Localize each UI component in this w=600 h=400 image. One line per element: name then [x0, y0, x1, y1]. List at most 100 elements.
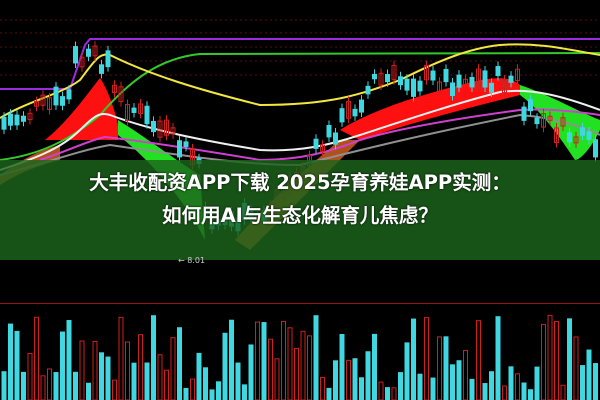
volume-bar	[131, 362, 137, 400]
volume-bar	[450, 364, 455, 400]
candle-body	[339, 108, 345, 123]
volume-bar	[586, 349, 592, 400]
volume-bar	[34, 316, 39, 400]
candle-body	[541, 113, 546, 128]
candle-body	[456, 74, 462, 88]
candle-body	[151, 120, 156, 133]
candle-body	[469, 77, 475, 88]
volume-bar	[274, 358, 280, 400]
volume-bar	[469, 378, 475, 400]
volume-bar	[294, 347, 299, 400]
volume-bar	[183, 387, 189, 400]
candle-body	[60, 96, 65, 106]
candle-body	[534, 117, 540, 125]
candle-body	[131, 107, 137, 113]
volume-bar	[125, 341, 130, 400]
candle-body	[47, 97, 52, 110]
candle-body	[567, 132, 572, 143]
headline-banner	[0, 160, 600, 260]
candle-body	[326, 125, 332, 138]
candle-body	[157, 120, 163, 138]
candle-body	[502, 79, 507, 94]
volume-bar	[456, 360, 462, 400]
volume-bar	[27, 352, 33, 400]
candle-body	[73, 46, 78, 64]
low-price-label: ← 8.01	[178, 256, 206, 265]
candle-body	[8, 113, 13, 126]
candle-body	[40, 94, 46, 106]
volume-bar	[560, 384, 566, 400]
volume-bar	[14, 330, 20, 400]
volume-bar	[515, 373, 520, 400]
volume-bar	[112, 379, 117, 400]
volume-bar	[53, 372, 59, 400]
volume-bar	[326, 387, 332, 400]
ma-magenta-line	[39, 108, 600, 162]
candle-body	[118, 86, 124, 103]
candle-body	[183, 141, 189, 147]
candle-body	[92, 45, 98, 57]
candle-body	[359, 99, 364, 113]
volume-bar	[235, 362, 241, 400]
volume-bar	[229, 319, 234, 400]
headline-line-2: 如何用AI与生态化解育儿焦虑？	[162, 204, 438, 227]
candle-body	[352, 108, 358, 117]
volume-bar	[261, 322, 267, 400]
candle-body	[417, 80, 423, 92]
candle-body	[391, 64, 397, 81]
volume-bar	[99, 352, 104, 400]
volume-bar	[534, 366, 540, 400]
volume-bar	[66, 320, 72, 400]
candle-body	[411, 78, 416, 97]
volume-bar	[151, 315, 156, 400]
volume-bar	[209, 389, 215, 400]
volume-bar	[320, 376, 325, 400]
axis-divider	[0, 303, 600, 304]
volume-bar	[508, 366, 514, 400]
volume-bar	[398, 372, 403, 400]
candle-body	[105, 50, 111, 68]
candle-body	[430, 70, 436, 81]
volume-bar	[547, 314, 553, 400]
volume-bar	[528, 389, 533, 400]
candle-body	[34, 101, 39, 107]
candle-body	[515, 68, 520, 82]
volume-bar	[502, 385, 507, 400]
volume-bar	[554, 320, 559, 400]
candle-body	[144, 105, 150, 125]
volume-bar	[567, 318, 572, 400]
candle-body	[99, 64, 104, 74]
candle-body	[320, 144, 325, 152]
candle-body	[177, 140, 182, 158]
candle-body	[573, 136, 579, 144]
volume-bar	[40, 375, 46, 400]
volume-bar	[268, 338, 273, 400]
volume-bar	[144, 362, 150, 400]
candle-body	[554, 127, 559, 143]
ma-purple-line	[0, 38, 600, 90]
volume-bar	[177, 327, 182, 400]
volume-bar	[281, 320, 286, 400]
volume-bar	[79, 340, 85, 400]
candle-body	[112, 84, 117, 94]
candle-body	[398, 76, 403, 86]
volume-bar	[521, 382, 527, 400]
volume-bar	[21, 371, 26, 400]
volume-bar	[164, 369, 169, 400]
candle-body	[79, 56, 85, 68]
candle-body	[27, 112, 33, 121]
candle-body	[586, 131, 592, 140]
candle-body	[547, 115, 553, 121]
volume-bar	[385, 387, 390, 400]
red-band-area-right	[340, 78, 520, 140]
candle-body	[164, 119, 169, 136]
candle-body	[372, 73, 377, 80]
volume-bar	[404, 342, 410, 400]
volume-bar	[489, 371, 494, 400]
volume-bar	[216, 381, 221, 400]
volume-bar	[170, 337, 176, 400]
volume-bar	[437, 336, 442, 400]
volume-bar	[138, 334, 143, 400]
